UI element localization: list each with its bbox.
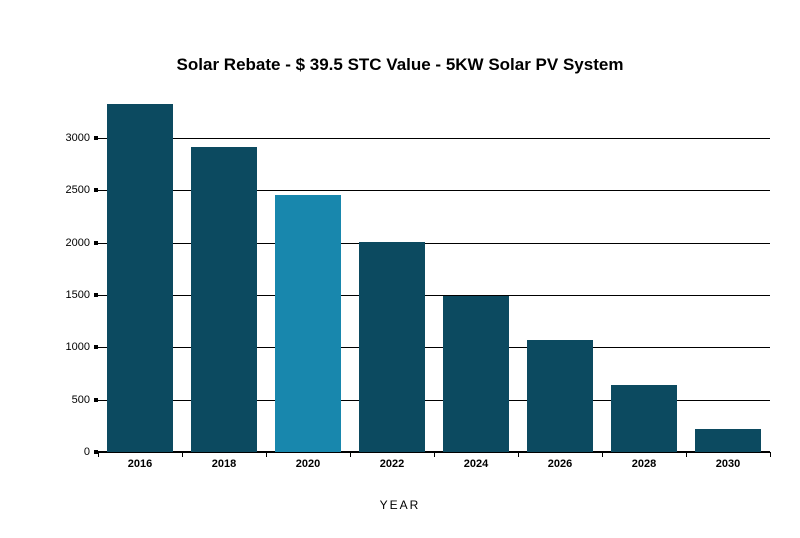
x-tick-label: 2020 [296,458,320,470]
y-tick-label: 500 [72,394,90,406]
y-tick-label: 0 [84,446,90,458]
x-tick-label: 2018 [212,458,236,470]
y-tick [94,398,98,402]
plot-area: 0500100015002000250030002016201820202022… [98,96,770,452]
bar [611,385,677,452]
y-tick-label: 1500 [66,289,90,301]
y-tick-label: 2500 [66,184,90,196]
x-tick [770,452,771,457]
x-tick [602,452,603,457]
bar [527,340,593,452]
bar [107,104,173,452]
bar [275,195,341,452]
y-tick-label: 3000 [66,132,90,144]
x-tick [98,452,99,457]
y-tick [94,293,98,297]
x-tick [518,452,519,457]
x-tick-label: 2028 [632,458,656,470]
y-tick [94,188,98,192]
x-tick-label: 2016 [128,458,152,470]
y-tick [94,241,98,245]
y-tick [94,345,98,349]
x-tick [434,452,435,457]
bar [359,242,425,452]
x-tick-label: 2024 [464,458,488,470]
y-tick-label: 2000 [66,237,90,249]
x-tick [266,452,267,457]
x-tick-label: 2022 [380,458,404,470]
chart-container: Solar Rebate - $ 39.5 STC Value - 5KW So… [0,0,800,538]
x-tick-label: 2026 [548,458,572,470]
x-tick-label: 2030 [716,458,740,470]
grid-line [98,138,770,139]
bar [443,296,509,452]
x-axis-label: YEAR [0,498,800,512]
x-tick [686,452,687,457]
y-tick [94,136,98,140]
bar [191,147,257,452]
x-tick [182,452,183,457]
bar [695,429,761,452]
x-tick [350,452,351,457]
y-tick-label: 1000 [66,341,90,353]
